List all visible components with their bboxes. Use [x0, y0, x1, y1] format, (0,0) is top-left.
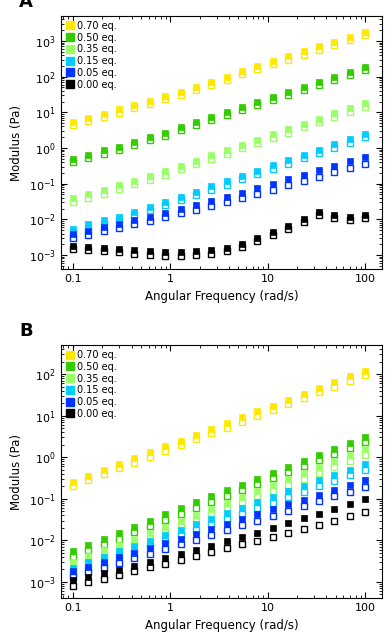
- Legend: 0.70 eq., 0.50 eq., 0.35 eq., 0.15 eq., 0.05 eq., 0.00 eq.: 0.70 eq., 0.50 eq., 0.35 eq., 0.15 eq., …: [64, 348, 119, 420]
- Text: B: B: [19, 322, 33, 340]
- Y-axis label: Modulus (Pa): Modulus (Pa): [10, 104, 23, 180]
- X-axis label: Angular Frequency (rad/s): Angular Frequency (rad/s): [145, 619, 298, 632]
- Y-axis label: Modulus (Pa): Modulus (Pa): [10, 434, 23, 510]
- Legend: 0.70 eq., 0.50 eq., 0.35 eq., 0.15 eq., 0.05 eq., 0.00 eq.: 0.70 eq., 0.50 eq., 0.35 eq., 0.15 eq., …: [64, 19, 119, 92]
- Text: A: A: [19, 0, 33, 11]
- X-axis label: Angular Frequency (rad/s): Angular Frequency (rad/s): [145, 290, 298, 303]
